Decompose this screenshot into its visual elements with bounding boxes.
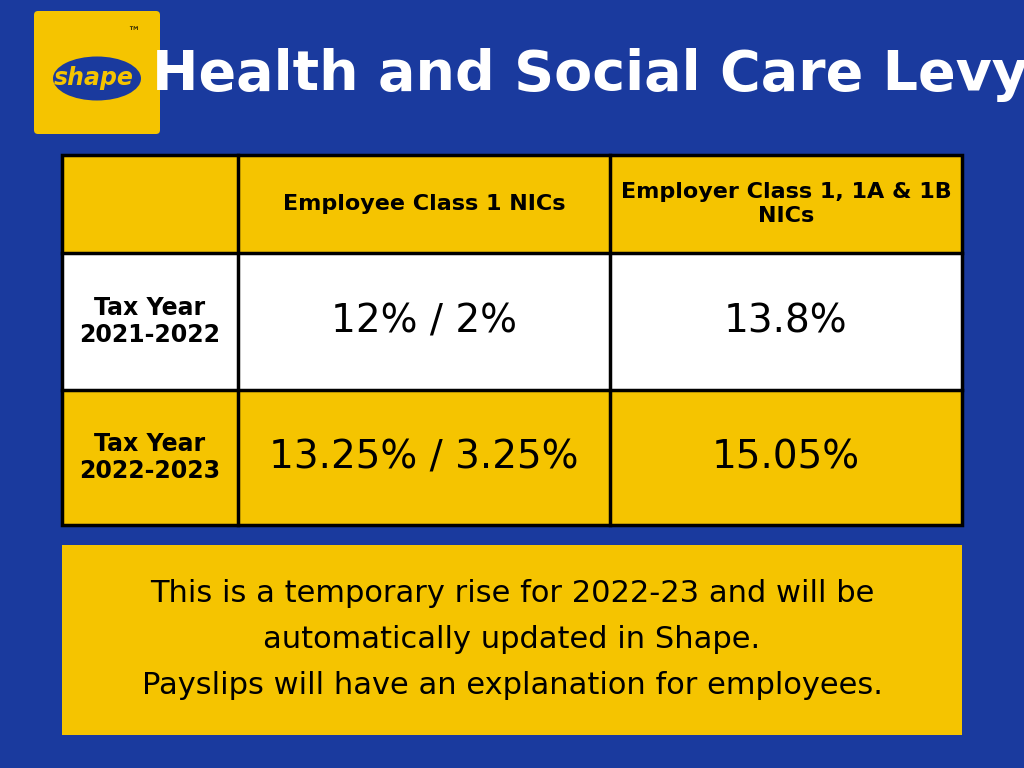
Text: Tax Year
2021-2022: Tax Year 2021-2022 [80, 296, 220, 347]
Text: Health and Social Care Levy: Health and Social Care Levy [152, 48, 1024, 101]
FancyBboxPatch shape [62, 390, 962, 525]
FancyBboxPatch shape [62, 155, 962, 253]
Text: 13.8%: 13.8% [724, 303, 848, 340]
FancyBboxPatch shape [62, 545, 962, 735]
FancyBboxPatch shape [62, 253, 962, 390]
Text: 15.05%: 15.05% [712, 439, 860, 476]
Text: Employer Class 1, 1A & 1B
NICs: Employer Class 1, 1A & 1B NICs [621, 183, 951, 226]
Text: Employee Class 1 NICs: Employee Class 1 NICs [283, 194, 565, 214]
Text: 12% / 2%: 12% / 2% [331, 303, 517, 340]
Text: Tax Year
2022-2023: Tax Year 2022-2023 [80, 432, 220, 483]
Text: This is a temporary rise for 2022-23 and will be: This is a temporary rise for 2022-23 and… [150, 580, 874, 608]
Text: automatically updated in Shape.: automatically updated in Shape. [263, 625, 761, 654]
Text: Payslips will have an explanation for employees.: Payslips will have an explanation for em… [141, 671, 883, 700]
Text: ™: ™ [127, 27, 139, 39]
Ellipse shape [53, 57, 141, 101]
Text: 13.25% / 3.25%: 13.25% / 3.25% [269, 439, 579, 476]
FancyBboxPatch shape [34, 11, 160, 134]
Text: shape: shape [54, 67, 134, 91]
